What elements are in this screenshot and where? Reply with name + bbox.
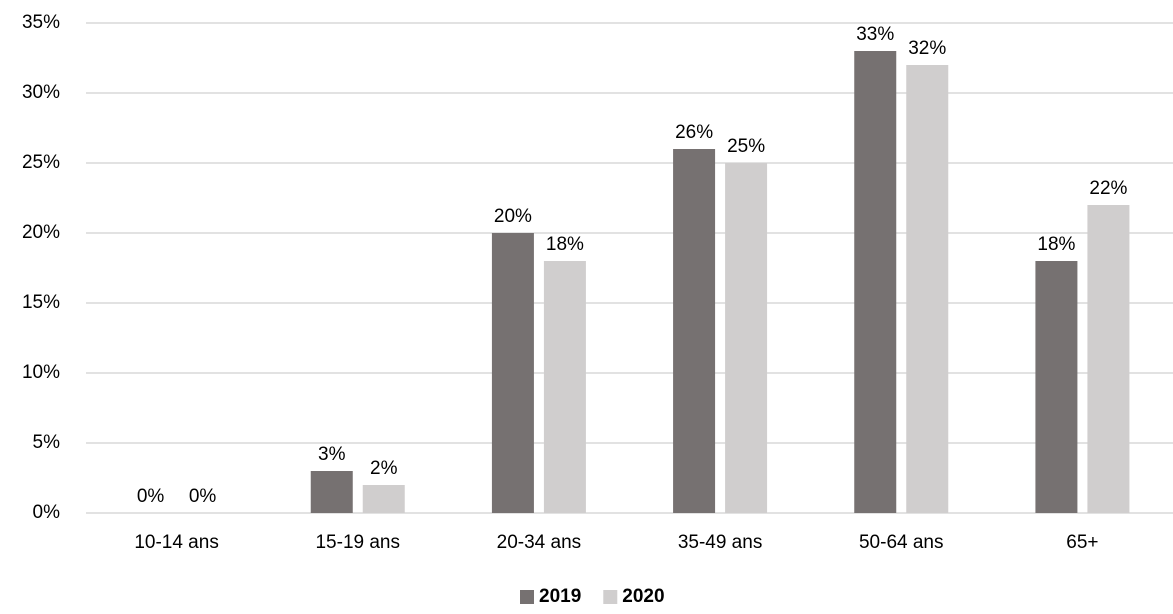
y-tick-label: 20% [22, 222, 60, 243]
x-tick-label: 65+ [1066, 532, 1098, 553]
data-label: 0% [137, 486, 165, 507]
data-label: 33% [856, 24, 894, 45]
data-label: 26% [675, 122, 713, 143]
bar [1087, 205, 1130, 513]
x-tick-label: 10-14 ans [134, 532, 219, 553]
y-tick-label: 0% [33, 502, 61, 523]
data-label: 25% [727, 136, 765, 157]
data-label: 0% [189, 486, 217, 507]
bar [491, 233, 534, 513]
y-tick-label: 10% [22, 362, 60, 383]
legend-label: 2019 [539, 586, 581, 607]
data-label: 3% [318, 444, 346, 465]
data-label: 22% [1089, 178, 1127, 199]
legend-swatch [520, 590, 534, 604]
y-tick-label: 30% [22, 82, 60, 103]
data-label: 32% [908, 38, 946, 59]
y-tick-label: 5% [33, 432, 61, 453]
data-label: 2% [370, 458, 398, 479]
y-tick-label: 35% [22, 12, 60, 33]
bar [673, 149, 716, 513]
bar [310, 471, 353, 513]
bar [854, 51, 897, 513]
x-tick-label: 50-64 ans [859, 532, 944, 553]
bar [362, 485, 405, 513]
bar [725, 163, 768, 513]
x-tick-label: 15-19 ans [315, 532, 400, 553]
legend-label: 2020 [622, 586, 664, 607]
y-tick-label: 15% [22, 292, 60, 313]
data-label: 18% [546, 234, 584, 255]
bar [906, 65, 949, 513]
x-tick-label: 35-49 ans [678, 532, 763, 553]
x-tick-label: 20-34 ans [497, 532, 582, 553]
legend-swatch [603, 590, 618, 604]
bar [543, 261, 586, 513]
bar [1035, 261, 1078, 513]
data-label: 20% [494, 206, 532, 227]
data-label: 18% [1037, 234, 1075, 255]
y-tick-label: 25% [22, 152, 60, 173]
